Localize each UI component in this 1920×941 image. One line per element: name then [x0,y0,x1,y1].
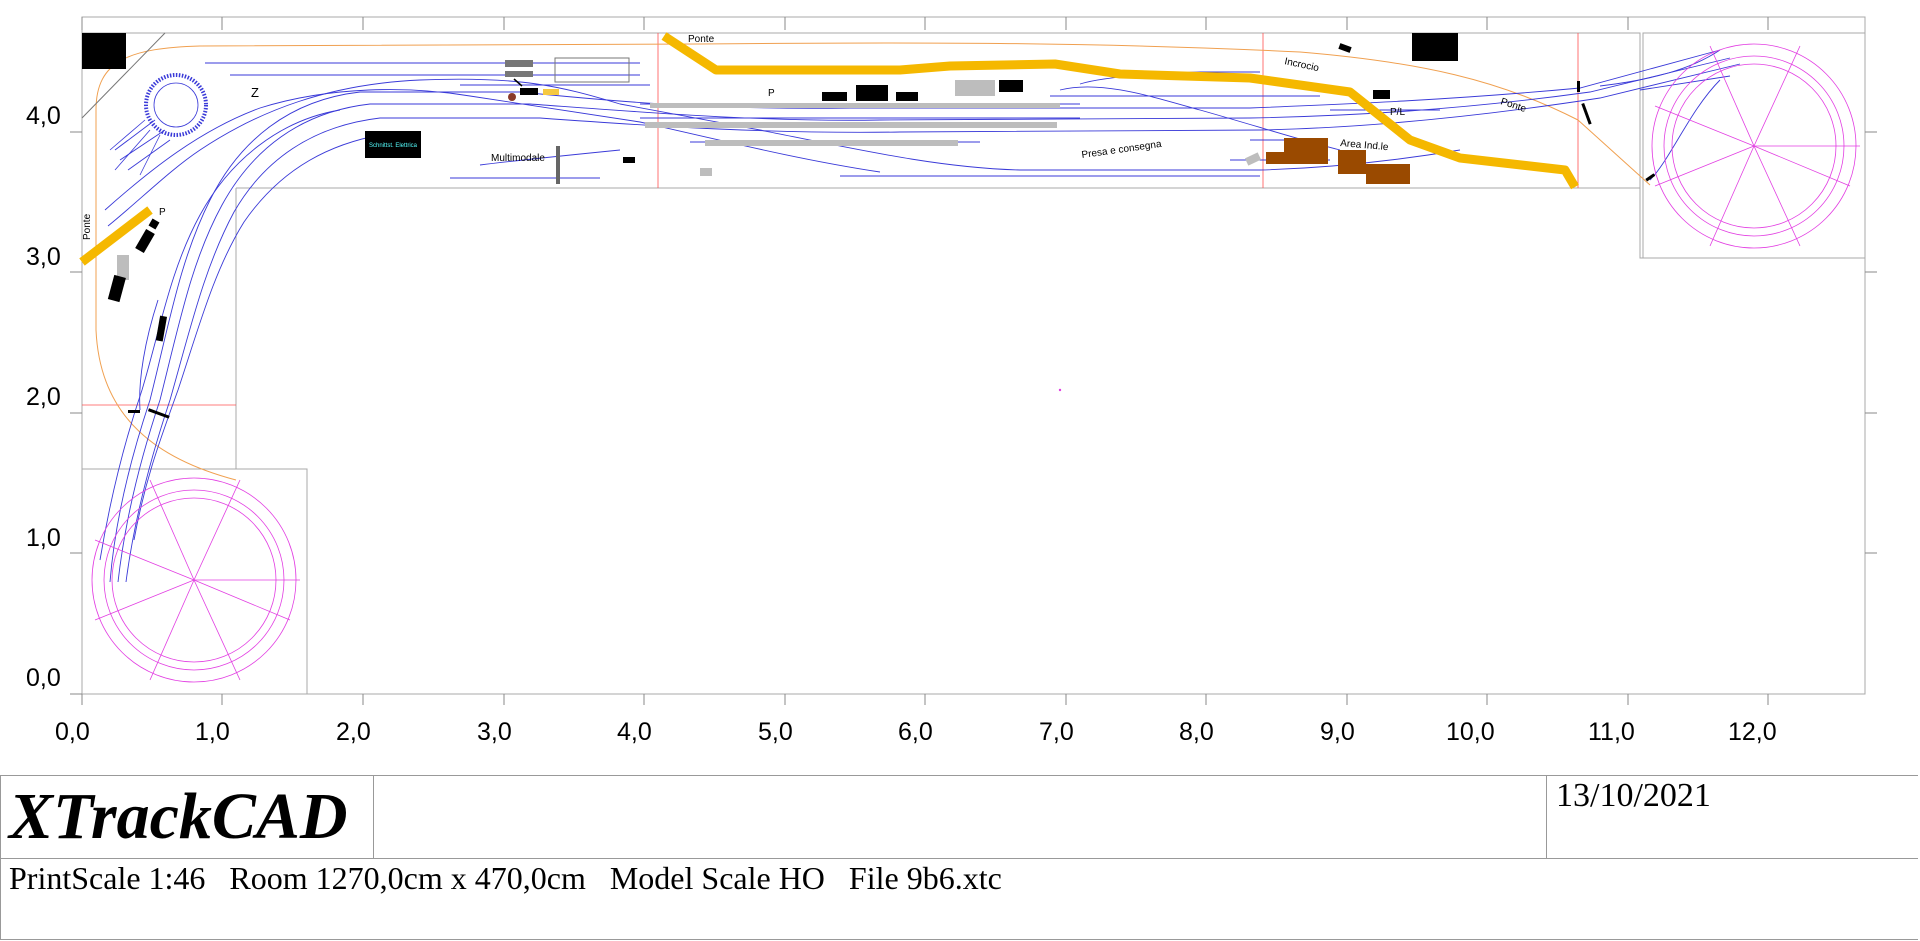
outer-boundary-line [95,42,1651,481]
title-block-divider [1,858,1918,859]
annotations: Ponte P Z P Ponte Incrocio Ponte P/L Are… [82,34,1528,240]
bridges [79,32,1579,266]
marker-yellow [543,89,559,95]
turntable-right [1651,43,1860,249]
platforms [117,57,1262,280]
label-area-ind: Area Ind.le [1340,138,1390,153]
turntable-top-left [109,73,208,176]
label-ponte-top: Ponte [688,34,715,45]
x-tick-label: 3,0 [477,718,512,746]
section-dividers [82,33,1579,406]
x-tick-label: 12,0 [1728,718,1777,746]
x-tick-label: 7,0 [1039,718,1074,746]
print-date: 13/10/2021 [1556,777,1711,814]
track-network [99,49,1741,583]
label-incrocio: Incrocio [1283,56,1320,74]
y-tick-label: 0,0 [26,664,61,692]
label-ponte-left: Ponte [82,213,93,240]
y-tick-label: 3,0 [26,243,61,271]
x-tick-label: 0,0 [55,718,90,746]
print-info: PrintScale 1:46 Room 1270,0cm x 470,0cm … [9,860,1002,896]
title-block-middle [374,776,1547,858]
label-z: Z [251,85,259,100]
x-tick-label: 11,0 [1588,718,1635,746]
buildings [82,33,1656,419]
x-tick-label: 5,0 [758,718,793,746]
turntable-bottom-left [91,477,300,683]
marker-slash [513,78,523,87]
label-ponte-right: Ponte [1499,96,1528,115]
x-tick-label: 4,0 [617,718,652,746]
x-ticks [70,17,1877,705]
origin-marker [1058,388,1062,392]
y-tick-label: 1,0 [26,524,61,552]
label-multimodale: Multimodale [491,153,545,164]
y-axis-labels: 0,0 1,0 2,0 3,0 4,0 [26,102,61,692]
label-p-left: P [159,207,166,218]
x-tick-label: 10,0 [1446,718,1495,746]
title-block: XTrackCAD 13/10/2021 PrintScale 1:46 Roo… [0,775,1918,940]
y-tick-label: 2,0 [26,383,61,411]
x-tick-label: 6,0 [898,718,933,746]
room-outline [81,16,1866,695]
label-pl: P/L [1390,107,1405,118]
layout-plan: 0,0 1,0 2,0 3,0 4,0 5,0 6,0 7,0 8,0 9,0 … [26,16,1877,746]
x-tick-label: 1,0 [195,718,230,746]
x-tick-label: 2,0 [336,718,371,746]
schaltpult-label: Schnittst. Elettrica [369,143,418,149]
x-axis-labels: 0,0 1,0 2,0 3,0 4,0 5,0 6,0 7,0 8,0 9,0 … [55,718,1777,746]
label-p-station: P [768,88,775,99]
label-presa: Presa e consegna [1081,139,1163,161]
x-tick-label: 8,0 [1179,718,1214,746]
industry-buildings [1266,138,1410,184]
y-tick-label: 4,0 [26,102,61,130]
brand-logo-text: XTrackCAD [1,776,374,858]
x-tick-label: 9,0 [1320,718,1355,746]
marker-dot [508,93,516,101]
corner-diagonal [81,32,166,119]
